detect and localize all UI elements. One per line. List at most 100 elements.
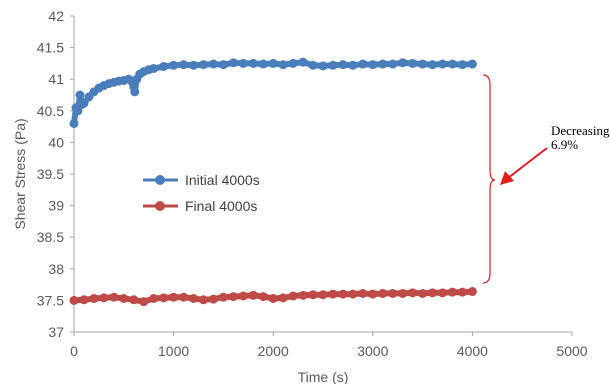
y-tick-label: 41.5 (37, 40, 64, 56)
data-point (218, 292, 228, 302)
data-point (179, 292, 189, 302)
data-point (328, 289, 338, 299)
legend-label-final: Final 4000s (185, 198, 257, 214)
brace (482, 74, 496, 284)
data-point (198, 60, 208, 70)
y-tick-label: 40 (48, 134, 64, 150)
data-point (169, 60, 179, 70)
annotation-line-1: Decreasing (551, 123, 610, 138)
y-tick-label: 42 (48, 8, 64, 24)
data-point (298, 290, 308, 300)
x-tick-label: 2000 (258, 343, 289, 359)
data-point (268, 58, 278, 68)
decrease-annotation: Decreasing 6.9% (482, 74, 610, 284)
data-point (418, 59, 428, 69)
data-point (119, 294, 129, 304)
data-point (208, 294, 218, 304)
data-point (179, 60, 189, 70)
data-point (268, 294, 278, 304)
data-point (348, 289, 358, 299)
data-point (338, 60, 348, 70)
legend-marker-initial (155, 175, 165, 185)
data-point (149, 63, 159, 73)
y-tick-label: 38 (48, 261, 64, 277)
legend: Initial 4000s Final 4000s (143, 172, 260, 214)
data-point (159, 293, 169, 303)
x-tick-label: 1000 (158, 343, 189, 359)
data-point (308, 290, 318, 300)
data-point (169, 292, 179, 302)
legend-marker-final (155, 201, 165, 211)
data-point (189, 60, 199, 70)
y-tick-label: 39 (48, 198, 64, 214)
x-tick-label: 3000 (357, 343, 388, 359)
data-point (228, 58, 238, 68)
data-point (318, 61, 328, 71)
arrow-head (500, 171, 514, 185)
data-point (398, 288, 408, 298)
data-point (318, 290, 328, 300)
data-point (258, 59, 268, 69)
data-point (208, 59, 218, 69)
data-point (238, 58, 248, 68)
data-point (288, 291, 298, 301)
data-point (467, 287, 477, 297)
data-point (358, 59, 368, 69)
data-point (428, 288, 438, 298)
data-point (398, 58, 408, 68)
data-point (438, 59, 448, 69)
data-point (298, 57, 308, 67)
data-point (278, 293, 288, 303)
series-final (69, 287, 477, 307)
data-point (278, 60, 288, 70)
data-point (378, 59, 388, 69)
data-point (79, 295, 89, 305)
annotation-line-2: 6.9% (551, 137, 578, 152)
data-point (139, 297, 149, 307)
data-point (189, 294, 199, 304)
data-point (238, 291, 248, 301)
tick-labels: 37 37.5 38 38.5 39 39.5 40 40.5 41 41.5 42 0 1000 200… (37, 8, 588, 359)
data-point (428, 60, 438, 70)
plot-area (69, 15, 573, 336)
x-tick-label: 4000 (457, 343, 488, 359)
data-point (109, 292, 119, 302)
data-point (130, 87, 140, 97)
data-point (198, 295, 208, 305)
series-initial (69, 57, 477, 128)
data-point (438, 288, 448, 298)
data-point (159, 62, 169, 72)
x-axis-title: Time (s) (298, 369, 349, 384)
data-point (368, 289, 378, 299)
data-point (348, 60, 358, 70)
data-point (368, 60, 378, 70)
y-axis-title: Shear Stress (Pa) (12, 118, 28, 229)
data-point (228, 292, 238, 302)
data-point (248, 290, 258, 300)
data-point (447, 287, 457, 297)
data-point (258, 292, 268, 302)
y-tick-label: 39.5 (37, 166, 64, 182)
data-point (378, 288, 388, 298)
data-point (408, 288, 418, 298)
x-tick-label: 0 (70, 343, 78, 359)
y-tick-label: 37 (48, 324, 64, 340)
data-point (358, 288, 368, 298)
data-point (457, 287, 467, 297)
data-point (447, 59, 457, 69)
data-point (328, 60, 338, 70)
arrow-line (507, 147, 548, 179)
data-point (69, 295, 79, 305)
data-point (457, 60, 467, 70)
data-point (218, 60, 228, 70)
data-point (388, 288, 398, 298)
data-point (467, 59, 477, 69)
data-point (89, 294, 99, 304)
data-point (149, 294, 159, 304)
y-tick-label: 41 (48, 71, 64, 87)
data-point (418, 288, 428, 298)
data-point (129, 295, 139, 305)
data-point (408, 58, 418, 68)
data-point (69, 118, 79, 128)
